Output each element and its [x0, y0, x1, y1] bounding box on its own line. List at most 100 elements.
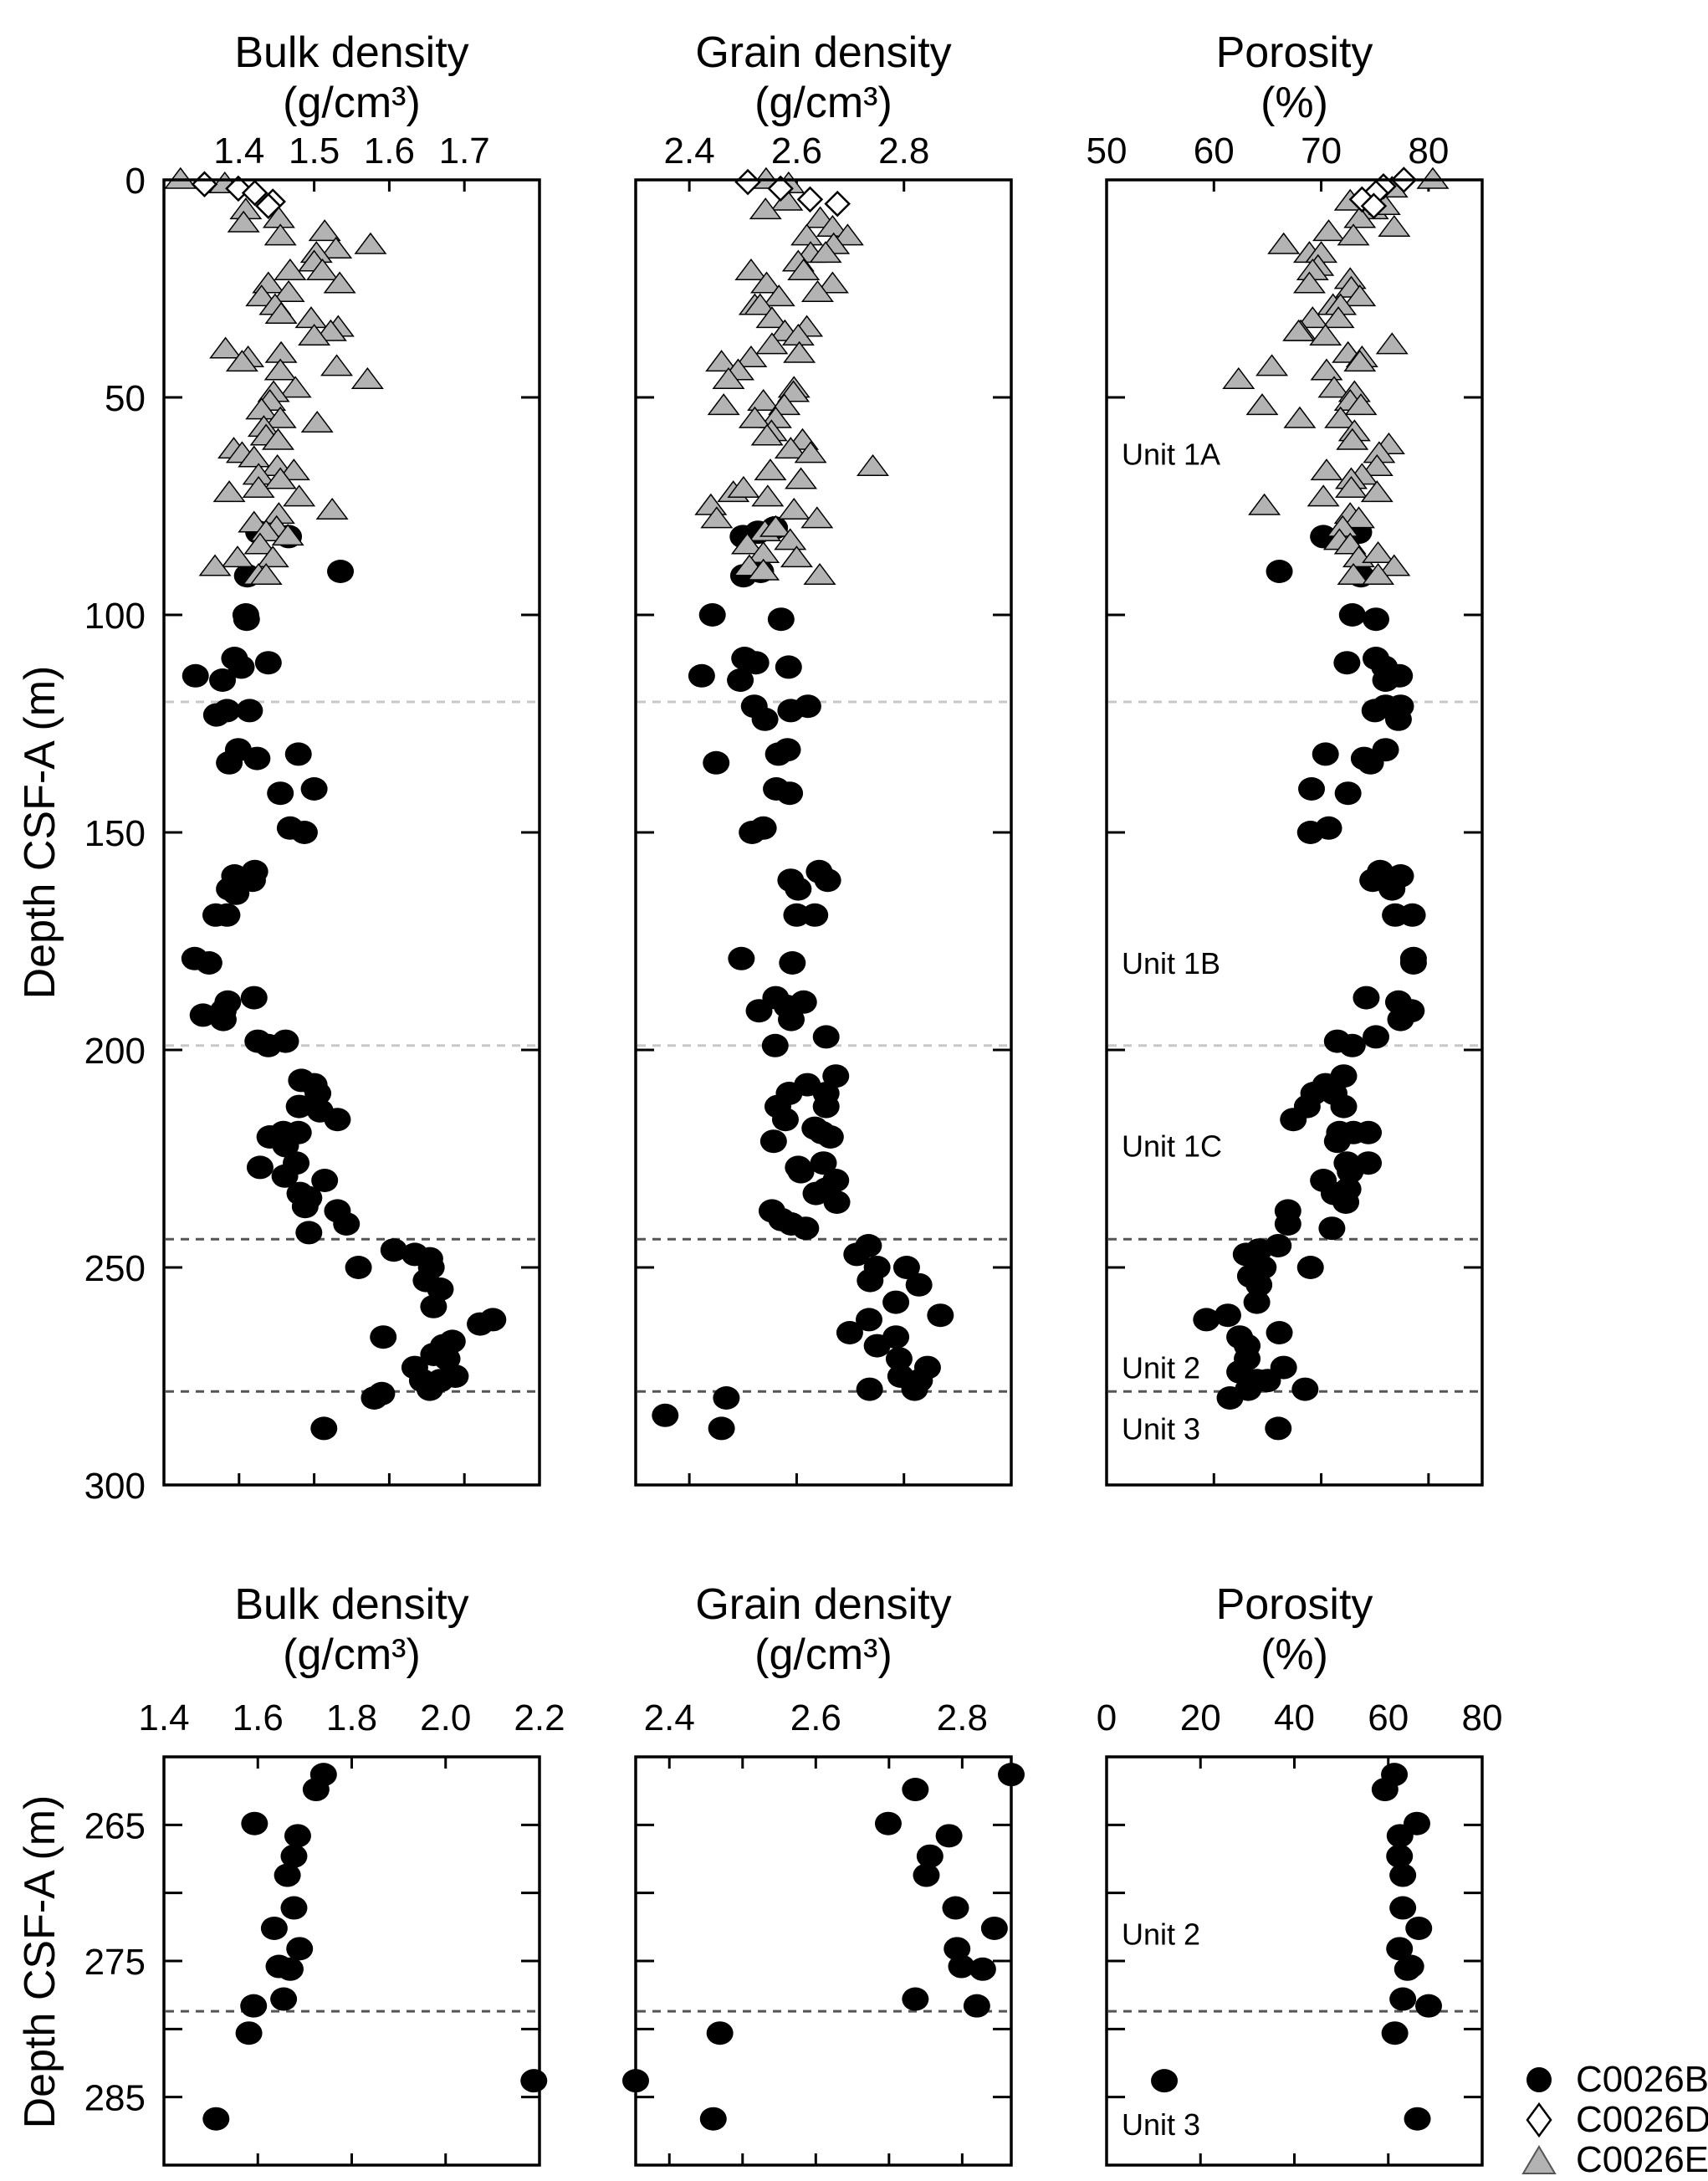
x-tick-label: 70: [1301, 131, 1342, 172]
data-point-c0026b: [1378, 877, 1406, 901]
data-point-c0026b: [235, 2021, 263, 2045]
data-point-c0026b: [189, 1003, 217, 1027]
data-point-c0026e: [777, 497, 811, 520]
data-point-c0026b: [1334, 781, 1362, 806]
data-point-c0026b: [1318, 1216, 1346, 1241]
data-point-c0026e: [1324, 406, 1358, 428]
legend-label: C0026B: [1576, 2059, 1708, 2100]
data-point-c0026b: [843, 1242, 871, 1267]
x-tick-label: 50: [1087, 131, 1128, 172]
data-point-c0026b: [284, 742, 312, 766]
data-point-c0026e: [1255, 354, 1289, 376]
plot-frame: [1105, 1755, 1484, 2167]
data-point-c0026b: [874, 1811, 902, 1835]
data-point-c0026b: [913, 1863, 940, 1887]
data-point-c0026b: [202, 2107, 230, 2131]
data-point-c0026d: [734, 168, 761, 196]
circle-marker-icon: [1526, 2067, 1552, 2092]
data-point-c0026b: [792, 1216, 820, 1241]
data-point-c0026e: [1282, 319, 1316, 341]
data-point-c0026b: [1386, 1824, 1414, 1848]
data-point-c0026b: [785, 877, 812, 901]
data-point-c0026b: [1323, 1129, 1351, 1154]
y-tick-label: 300: [84, 1466, 146, 1507]
data-point-c0026b: [280, 1844, 308, 1868]
data-point-c0026d: [796, 186, 824, 213]
y-tick-label: 265: [84, 1805, 146, 1846]
data-point-c0026e: [1360, 480, 1394, 503]
data-point-c0026b: [520, 2069, 548, 2093]
data-point-c0026b: [935, 1824, 963, 1848]
data-point-c0026e: [738, 406, 771, 428]
data-point-c0026b: [1399, 903, 1426, 927]
x-tick-label: 1.8: [326, 1697, 377, 1738]
data-point-c0026b: [1243, 1290, 1271, 1314]
data-point-c0026b: [1338, 603, 1366, 627]
data-point-c0026e: [755, 332, 789, 355]
data-point-c0026b: [810, 1151, 837, 1175]
data-point-c0026d: [241, 179, 268, 207]
data-point-c0026b: [892, 1256, 920, 1279]
data-point-c0026b: [1266, 1321, 1293, 1344]
data-point-c0026e: [308, 219, 341, 242]
data-points: [622, 1763, 1025, 2131]
x-tick-label: 80: [1462, 1697, 1503, 1738]
data-point-c0026b: [902, 1778, 929, 1802]
data-point-c0026e: [831, 223, 864, 246]
data-point-c0026b: [943, 1937, 971, 1961]
panel-top-bulk-density: [162, 166, 541, 1487]
data-point-c0026e: [751, 484, 785, 507]
data-point-c0026e: [712, 366, 745, 389]
data-point-c0026e: [1283, 406, 1317, 428]
data-point-c0026e: [1360, 453, 1394, 476]
panel-units: (g/cm³): [754, 79, 892, 127]
data-point-c0026b: [267, 781, 294, 806]
x-tick-label: 1.6: [364, 131, 415, 172]
data-point-c0026d: [255, 192, 282, 219]
data-point-c0026b: [209, 1007, 237, 1032]
data-point-c0026b: [285, 1094, 313, 1119]
data-point-c0026b: [1384, 707, 1412, 731]
data-point-c0026e: [264, 340, 298, 363]
data-point-c0026e: [734, 258, 768, 280]
data-point-c0026b: [304, 1082, 332, 1105]
data-point-c0026e: [1309, 323, 1342, 346]
data-point-c0026e: [261, 427, 294, 450]
data-point-c0026e: [263, 223, 297, 246]
data-point-c0026e: [225, 350, 258, 372]
data-point-c0026b: [370, 1325, 397, 1349]
data-point-c0026b: [243, 746, 271, 771]
data-point-c0026b: [1389, 1863, 1417, 1887]
data-point-c0026b: [1193, 1308, 1220, 1332]
x-tick-label: 40: [1274, 1697, 1315, 1738]
data-point-c0026e: [790, 223, 824, 246]
data-point-c0026b: [1280, 1108, 1307, 1132]
data-point-c0026e: [809, 241, 842, 264]
data-point-c0026e: [277, 458, 310, 481]
data-point-c0026b: [980, 1916, 1008, 1940]
x-tick-label: 2.2: [514, 1697, 565, 1738]
data-point-c0026b: [742, 651, 770, 675]
data-point-c0026e: [857, 453, 890, 476]
data-point-c0026b: [905, 1272, 933, 1297]
data-point-c0026e: [750, 271, 784, 294]
data-point-c0026b: [302, 1778, 330, 1802]
data-point-c0026b: [1216, 1386, 1244, 1410]
data-point-c0026b: [1274, 1212, 1301, 1236]
data-points: [1151, 1763, 1443, 2131]
y-axis-label-bottom: Depth CSF-A (m): [16, 1794, 64, 2129]
data-point-c0026b: [1315, 816, 1342, 840]
data-point-c0026b: [272, 1029, 299, 1053]
legend: C0026B C0026D C0026E: [1521, 2059, 1708, 2180]
data-point-c0026e: [264, 301, 298, 324]
data-point-c0026b: [271, 1164, 299, 1188]
data-point-c0026b: [1357, 750, 1384, 775]
data-point-c0026b: [1405, 1916, 1433, 1940]
data-point-c0026b: [778, 1007, 805, 1032]
data-point-c0026e: [785, 467, 818, 489]
data-point-c0026b: [290, 821, 318, 844]
data-point-c0026b: [801, 903, 829, 927]
data-point-c0026b: [1330, 1094, 1358, 1119]
data-point-c0026e: [705, 350, 739, 372]
panel-bottom-grain-density: [622, 1755, 1025, 2167]
